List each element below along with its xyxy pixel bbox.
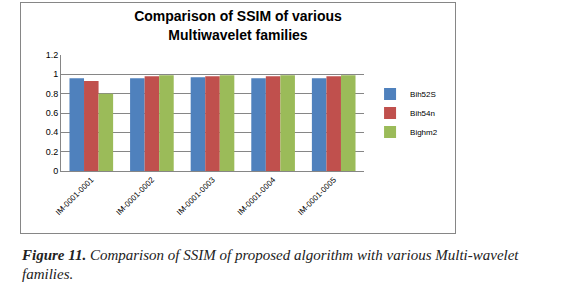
svg-text:Bih54n: Bih54n bbox=[410, 109, 435, 118]
svg-text:IM-0001-0002: IM-0001-0002 bbox=[115, 175, 157, 217]
svg-text:IM-0001-0005: IM-0001-0005 bbox=[296, 175, 338, 217]
svg-text:0.4: 0.4 bbox=[46, 127, 59, 137]
svg-text:0.2: 0.2 bbox=[46, 147, 59, 157]
svg-text:Comparison of SSIM of variousM: Comparison of SSIM of variousMultiwavele… bbox=[134, 8, 342, 42]
svg-text:0.8: 0.8 bbox=[46, 89, 59, 99]
svg-text:IM-0001-0003: IM-0001-0003 bbox=[175, 175, 217, 217]
svg-text:Bighm2: Bighm2 bbox=[410, 128, 438, 137]
svg-text:1.2: 1.2 bbox=[46, 50, 59, 60]
svg-text:0.6: 0.6 bbox=[46, 108, 59, 118]
svg-text:IM-0001-0001: IM-0001-0001 bbox=[54, 175, 96, 217]
svg-text:IM-0001-0004: IM-0001-0004 bbox=[236, 175, 278, 217]
html-text:Figure 11. Comparison of SSIM: Figure 11. Comparison of SSIM of propose… bbox=[22, 247, 519, 282]
svg-text:Bih52S: Bih52S bbox=[410, 90, 436, 99]
svg-text:0: 0 bbox=[53, 166, 58, 176]
svg-text:1: 1 bbox=[53, 69, 58, 79]
